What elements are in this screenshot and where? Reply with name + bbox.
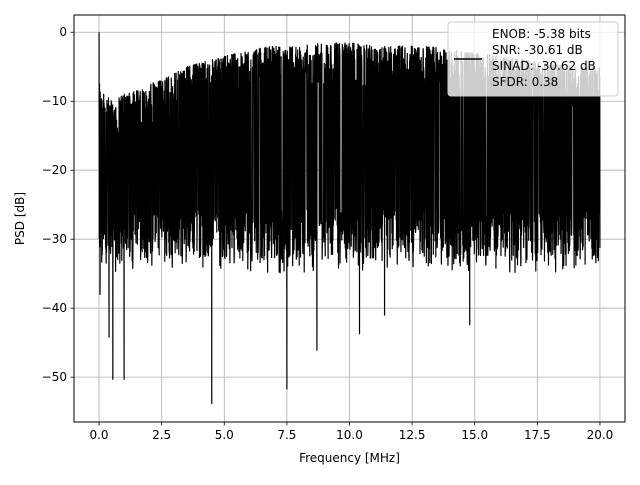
psd-series-line	[98, 32, 601, 404]
x-tick-label: 15.0	[461, 428, 488, 442]
x-tick-label: 20.0	[587, 428, 614, 442]
legend-box	[447, 21, 619, 97]
series-psd	[98, 32, 601, 404]
y-tick-label: −40	[42, 301, 67, 315]
legend-entry-enob: ENOB: -5.38 bits	[492, 27, 591, 41]
axis-ticks: 0.0 2.5 5.0 7.5 10.0 12.5 15.0 17.5 20.0 0 −10 −20 −…	[42, 25, 614, 442]
legend-entry-sfdr: SFDR: 0.38	[492, 75, 558, 89]
legend-entry-snr: SNR: -30.61 dB	[492, 43, 583, 57]
y-axis-label: PSD [dB]	[13, 192, 27, 245]
x-tick-label: 5.0	[215, 428, 234, 442]
y-tick-label: −50	[42, 370, 67, 384]
y-tick-label: 0	[59, 25, 67, 39]
y-tick-label: −10	[42, 94, 67, 108]
x-tick-label: 7.5	[277, 428, 296, 442]
x-tick-label: 10.0	[336, 428, 363, 442]
x-tick-label: 2.5	[152, 428, 171, 442]
x-tick-label: 12.5	[399, 428, 426, 442]
legend: ENOB: -5.38 bits SNR: -30.61 dB SINAD: -…	[447, 21, 619, 97]
x-tick-label: 17.5	[524, 428, 551, 442]
x-axis-label: Frequency [MHz]	[299, 451, 400, 465]
x-tick-label: 0.0	[89, 428, 108, 442]
y-tick-label: −30	[42, 232, 67, 246]
legend-entry-sinad: SINAD: -30.62 dB	[492, 59, 596, 73]
y-tick-label: −20	[42, 163, 67, 177]
